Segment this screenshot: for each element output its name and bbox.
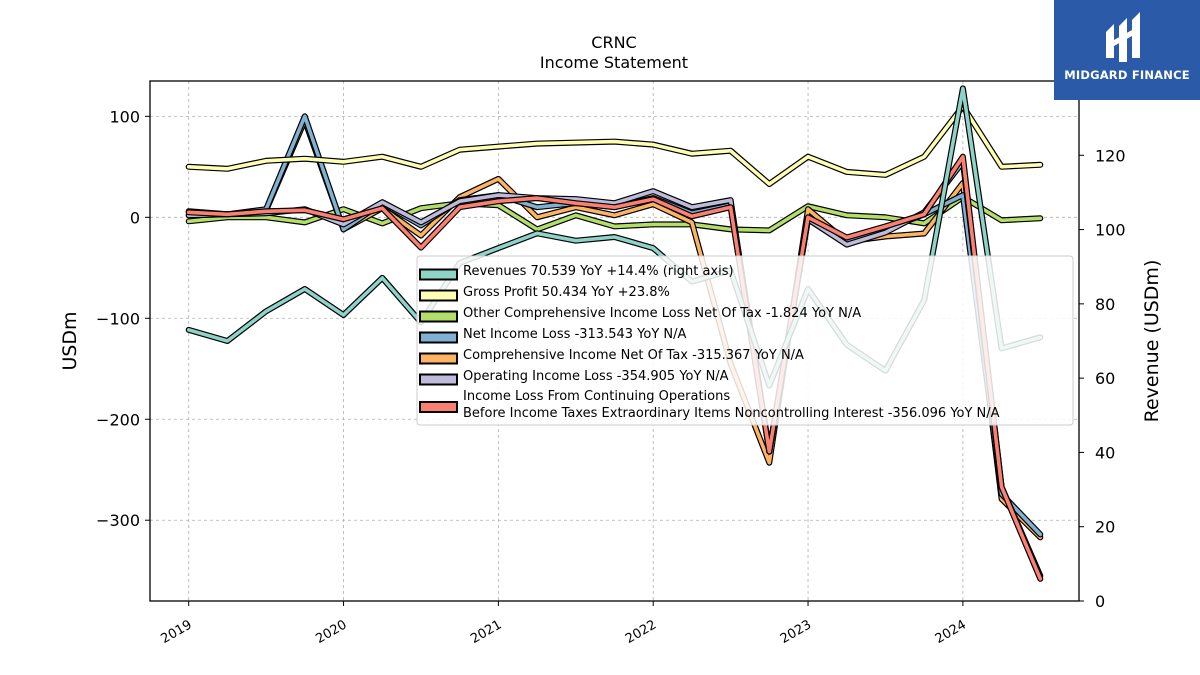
legend-swatch [419, 289, 458, 302]
legend-swatch [419, 331, 458, 344]
y-right-tick-label: 120 [1095, 146, 1126, 165]
legend-entry-label: Income Loss From Continuing Operations [463, 389, 730, 404]
x-tick-label: 2023 [778, 617, 814, 647]
legend-entry-label: Net Income Loss -313.543 YoY N/A [463, 327, 686, 342]
y-axis-right-label: Revenue (USDm) [1141, 260, 1163, 423]
y-left-tick-label: −300 [96, 511, 140, 530]
legend-swatch [419, 268, 458, 281]
chart-subtitle: Income Statement [540, 53, 688, 72]
legend: Revenues 70.539 YoY +14.4% (right axis) G… [416, 255, 1074, 426]
y-left-tick-label: 0 [130, 208, 140, 227]
legend-entry-label: Revenues 70.539 YoY +14.4% (right axis) [463, 264, 734, 279]
series-lines [185, 85, 1044, 582]
y-axis-left-label: USDm [59, 311, 81, 370]
y-left-tick-label: −200 [96, 410, 140, 429]
series-line-5 [185, 103, 1044, 187]
legend-entry-label: Other Comprehensive Income Loss Net Of T… [463, 306, 861, 321]
series-line-stroke [186, 104, 1043, 186]
legend-swatch [419, 352, 458, 365]
legend-entry-label: Gross Profit 50.434 YoY +23.8% [463, 285, 670, 300]
x-tick-label: 2020 [313, 617, 349, 647]
y-left-tick-label: 100 [109, 107, 140, 126]
y-right-tick-label: 60 [1095, 369, 1115, 388]
chart-title: CRNC [591, 33, 636, 52]
midgard-finance-logo: MIDGARD FINANCE [1054, 0, 1200, 100]
logo-brand-text: MIDGARD FINANCE [1064, 68, 1190, 82]
y-right-tick-label: 0 [1095, 592, 1105, 611]
legend-entry-label: Before Income Taxes Extraordinary Items … [463, 406, 1000, 421]
x-tick-label: 2019 [159, 617, 195, 647]
logo-mark-icon [1106, 12, 1140, 62]
y-right-tick-label: 80 [1095, 295, 1115, 314]
y-right-tick-label: 40 [1095, 443, 1115, 462]
legend-swatch [419, 401, 458, 413]
series-line-stroke [186, 154, 1043, 581]
legend-swatch [419, 373, 458, 386]
legend-entry-label: Operating Income Loss -354.905 YoY N/A [463, 369, 729, 384]
plot-frame [149, 80, 1080, 602]
y-right-tick-label: 20 [1095, 518, 1115, 537]
legend-swatch [419, 310, 458, 323]
legend-box [416, 255, 1074, 426]
y-left-tick-label: −100 [96, 309, 140, 328]
y-right-tick-label: 100 [1095, 221, 1126, 240]
x-tick-label: 2021 [468, 617, 504, 647]
legend-entry-label: Comprehensive Income Net Of Tax -315.367… [463, 348, 804, 363]
x-tick-label: 2024 [933, 617, 969, 647]
series-line-4 [185, 153, 1044, 582]
x-tick-label: 2022 [623, 617, 659, 647]
